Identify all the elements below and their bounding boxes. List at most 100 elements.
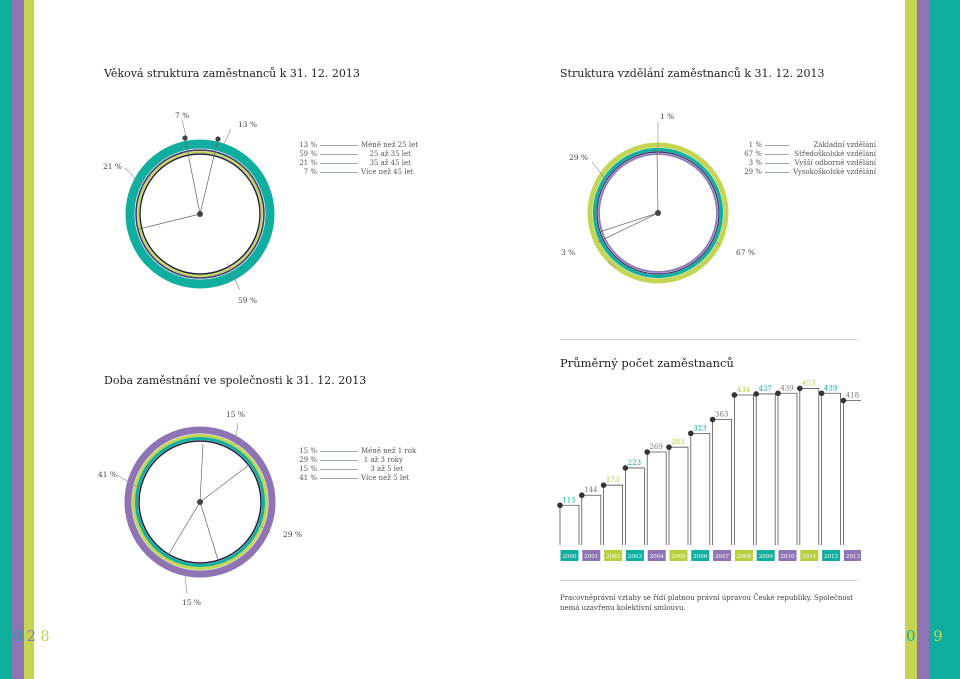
- bar-dot: [840, 397, 847, 404]
- tenure-slice-label: 15 %: [226, 410, 246, 419]
- bar-value-label: 144: [584, 486, 598, 494]
- age-chart-title: Věková struktura zaměstnanců k 31. 12. 2…: [104, 67, 360, 80]
- tenure-pie: [116, 422, 276, 595]
- education-slice-label: 1 %: [660, 112, 675, 121]
- legend-row: 13 % Méně než 25 let: [299, 141, 419, 149]
- age-slice-label: 59 %: [238, 296, 258, 305]
- bar-value-label: 323: [693, 424, 706, 432]
- tenure-slice-label: 41 %: [98, 470, 118, 479]
- age-legend: 13 % Méně než 25 let 59 % 25 až 35 let 21 …: [291, 141, 419, 177]
- year-badge: [604, 550, 623, 561]
- education-pie: [587, 122, 729, 284]
- bar-value-label: 173: [606, 476, 619, 484]
- year-label: 2008: [737, 554, 752, 560]
- bar-dot: [775, 390, 781, 397]
- right-stripe-purple: [917, 0, 929, 679]
- legend-row: 29 % Vysokoškolské vzdělání: [744, 168, 876, 176]
- tenure-slice-label: 15 %: [182, 598, 202, 607]
- year-label: 2000: [562, 554, 577, 560]
- year-badge: [800, 550, 819, 561]
- bar: [799, 388, 820, 545]
- bar: [712, 419, 732, 545]
- bar-dot: [731, 392, 738, 398]
- age-slice-label: 7 %: [175, 111, 190, 120]
- bar-value-label: 418: [846, 392, 859, 400]
- education-slice-label: 67 %: [736, 248, 756, 257]
- year-label: 2004: [650, 554, 665, 560]
- legend-row: 67 % Středoškolské vzdělání: [744, 150, 876, 158]
- bar-value-label: 223: [628, 459, 641, 467]
- bar-dot: [818, 390, 825, 397]
- tenure-slice-label: 29 %: [283, 530, 303, 539]
- year-label: 2013: [846, 554, 861, 560]
- age-ring-lime: [137, 151, 263, 277]
- bar: [690, 432, 711, 545]
- employees-chart-title: Průměrný počet zaměstnanců: [560, 356, 734, 370]
- bar: [559, 504, 580, 545]
- tenure-ring-dark: [138, 440, 262, 564]
- year-badge: [822, 550, 841, 561]
- bar-dot: [797, 385, 803, 392]
- year-label: 2010: [780, 554, 795, 560]
- year-label: 2002: [606, 554, 621, 560]
- year-badge: [756, 550, 775, 561]
- bar-value-label: 434: [737, 386, 751, 394]
- bar: [581, 494, 602, 545]
- right-stripe-lime: [905, 0, 917, 679]
- footnote: Pracovněprávní vztahy se řídí platnou pr…: [560, 594, 853, 612]
- legend-row: 29 % 1 až 3 roky: [299, 456, 403, 464]
- education-legend: 1 % Základní vzdělání 67 % Středoškolské v…: [738, 141, 876, 177]
- year-badge: [669, 550, 688, 561]
- legend-row: 59 % 25 až 35 let: [299, 150, 411, 158]
- education-chart-title: Struktura vzdělání zaměstnanců k 31. 12.…: [560, 67, 825, 80]
- bar-dot: [557, 502, 563, 509]
- tenure-legend: 15 % Méně než 1 rok 29 % 1 až 3 roky 15 % 3…: [291, 447, 417, 483]
- page-number-left: 028: [13, 627, 54, 645]
- tenure-ring-lime: [132, 434, 268, 570]
- year-label: 2009: [759, 554, 774, 560]
- age-slice-label: 21 %: [103, 162, 123, 171]
- bar-dot: [688, 430, 694, 437]
- year-label: 2011: [802, 554, 816, 560]
- bar-dot: [666, 444, 672, 450]
- bar-dot: [709, 416, 716, 423]
- left-stripe-teal: [0, 0, 12, 679]
- bar-value-label: 437: [759, 385, 772, 393]
- year-badge: [582, 550, 601, 561]
- legend-row: 15 % Méně než 1 rok: [299, 447, 417, 455]
- age-slice-label: 13 %: [238, 120, 258, 129]
- bar: [668, 446, 689, 545]
- age-ring-navy: [135, 149, 265, 279]
- bar-dot: [644, 449, 650, 455]
- year-badge: [560, 550, 579, 561]
- year-badge: [625, 550, 644, 561]
- legend-row: 15 % 3 až 5 let: [299, 465, 403, 473]
- education-slice-label: 3 %: [561, 248, 576, 257]
- bar: [646, 451, 667, 545]
- tenure-chart-title: Doba zaměstnání ve společnosti k 31. 12.…: [104, 374, 367, 387]
- bar-dot: [579, 492, 585, 499]
- bar: [755, 393, 776, 545]
- bar-dot: [753, 391, 759, 397]
- age-ring-dark: [139, 153, 261, 275]
- bar: [734, 394, 754, 545]
- right-stripe-teal: [929, 0, 960, 679]
- bar-value-label: 115: [562, 496, 575, 504]
- page-number-right: 029: [906, 627, 947, 645]
- year-label: 2007: [715, 554, 730, 560]
- legend-row: 7 % Více než 45 let: [303, 168, 414, 176]
- bar-value-label: 439: [780, 384, 793, 392]
- bar: [777, 392, 798, 545]
- bar-value-label: 439: [824, 384, 837, 392]
- age-ring-teal: [125, 139, 275, 289]
- age-pie: [124, 119, 275, 291]
- bar-dot: [600, 482, 607, 489]
- footnote-divider: [560, 580, 857, 581]
- year-label: 2006: [693, 554, 708, 560]
- left-stripe-lime: [24, 0, 34, 679]
- year-label: 2005: [671, 554, 686, 560]
- education-slice-label: 29 %: [569, 153, 589, 162]
- section-divider: [560, 339, 857, 340]
- year-badge: [713, 550, 732, 561]
- bar-value-label: 453: [802, 379, 815, 387]
